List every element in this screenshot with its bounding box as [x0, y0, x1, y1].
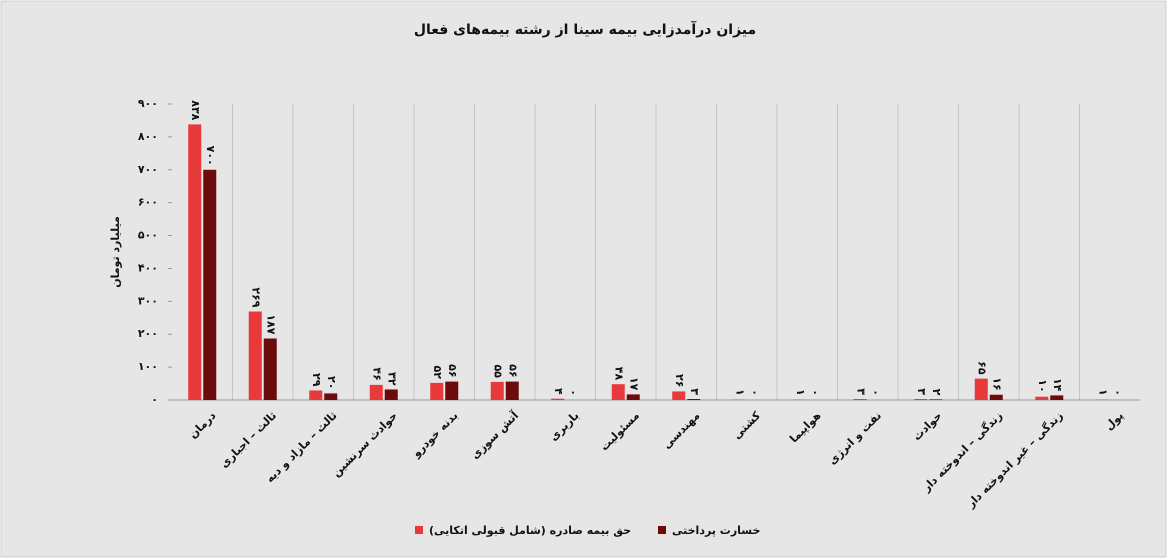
value-label: ۵۲ — [431, 365, 444, 379]
y-tick-label: ۲۰۰ — [138, 327, 158, 340]
value-label: ۲۰ — [325, 376, 338, 389]
value-label: ۱ — [733, 389, 746, 396]
bar — [853, 399, 867, 400]
y-tick-label: ۰ — [151, 393, 158, 406]
value-label: ۰ — [809, 389, 822, 396]
value-label: ۵۶ — [506, 364, 519, 377]
bar — [248, 311, 262, 400]
value-label: ۳ — [688, 388, 701, 395]
y-tick-label: ۴۰۰ — [138, 261, 158, 274]
y-tick-label: ۵۰۰ — [138, 229, 158, 242]
y-tick-label: ۹۰۰ — [138, 97, 158, 110]
bar — [384, 389, 398, 400]
value-label: ۴ — [552, 388, 565, 395]
y-tick-label: ۳۰۰ — [138, 294, 158, 307]
value-label: ۰ — [567, 389, 580, 396]
y-tick-label: ۸۰۰ — [138, 130, 158, 143]
bar — [611, 384, 625, 400]
value-label: ۲۶۹ — [249, 287, 262, 307]
bar — [687, 399, 701, 400]
value-label: ۳۲ — [385, 372, 398, 386]
value-label: ۸۳۸ — [189, 100, 202, 120]
bar — [430, 382, 444, 400]
y-tick-label: ۶۰۰ — [138, 196, 158, 209]
bar — [369, 384, 383, 400]
value-label: ۳ — [915, 388, 928, 395]
chart-title: میزان درآمدزایی بیمه سینا از رشته بیمه‌ه… — [414, 20, 756, 38]
value-label: ۴۶ — [370, 367, 383, 380]
bar — [551, 398, 565, 400]
value-label: ۵۶ — [446, 364, 459, 377]
y-tick-label: ۱۰۰ — [138, 360, 158, 373]
value-label: ۲۹ — [310, 373, 323, 387]
bar — [490, 381, 504, 400]
legend-swatch — [658, 526, 666, 534]
bar — [1050, 395, 1064, 400]
bar — [672, 391, 686, 400]
y-tick-label: ۷۰۰ — [138, 163, 158, 176]
value-label: ۲ — [930, 389, 943, 396]
bar — [914, 399, 928, 400]
value-label: ۱ — [1096, 389, 1109, 396]
value-label: ۳ — [854, 388, 867, 395]
legend-swatch — [415, 526, 423, 534]
bar — [974, 378, 988, 400]
value-label: ۱۰ — [1036, 379, 1049, 392]
legend-label: حق بیمه صادره (شامل قبولی اتکایی) — [429, 524, 631, 537]
bar — [929, 399, 943, 400]
bar — [309, 390, 323, 400]
value-label: ۶۵ — [975, 361, 988, 375]
bar — [626, 394, 640, 400]
value-label: ۰ — [748, 389, 761, 396]
y-axis-label: میلیارد تومان — [109, 216, 122, 288]
value-label: ۱۸۷ — [264, 314, 277, 334]
value-label: ۰ — [869, 389, 882, 396]
value-label: ۱۷ — [627, 377, 640, 391]
bar — [1035, 396, 1049, 400]
bar — [324, 393, 338, 400]
bar — [203, 169, 217, 400]
value-label: ۵۵ — [491, 364, 504, 378]
value-label: ۱ — [794, 389, 807, 396]
bar — [505, 381, 519, 400]
legend-label: خسارت پرداختی — [672, 524, 760, 537]
bar — [263, 338, 277, 400]
bar — [989, 394, 1003, 400]
value-label: ۱۶ — [990, 377, 1003, 390]
value-label: ۲۶ — [673, 374, 686, 387]
value-label: ۱۴ — [1051, 378, 1064, 392]
value-label: ۷۰۰ — [204, 146, 217, 166]
value-label: ۴۸ — [612, 367, 625, 381]
bar — [188, 124, 202, 400]
value-label: ۰ — [1111, 389, 1124, 396]
bar — [445, 381, 459, 400]
